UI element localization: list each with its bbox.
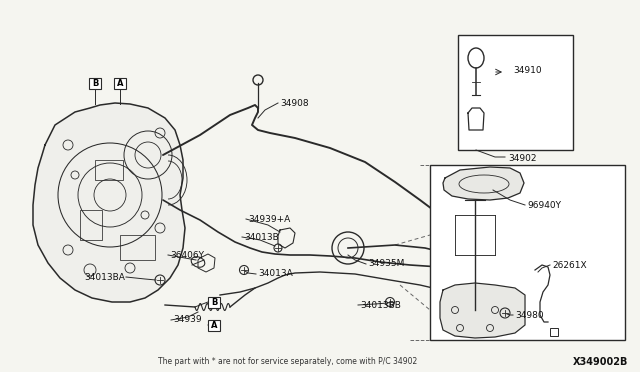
Bar: [89, 78, 101, 89]
Bar: [430, 165, 625, 340]
Polygon shape: [443, 167, 524, 200]
Bar: [458, 35, 573, 150]
Text: B: B: [92, 79, 98, 88]
Text: A: A: [116, 79, 124, 88]
Text: 34980: 34980: [515, 311, 543, 320]
Bar: [114, 78, 126, 89]
Bar: [208, 320, 220, 331]
Text: 34013BB: 34013BB: [360, 301, 401, 310]
Bar: [208, 297, 220, 308]
Polygon shape: [440, 283, 525, 338]
Text: 26261X: 26261X: [552, 260, 587, 269]
Text: 34910: 34910: [513, 65, 541, 74]
Polygon shape: [33, 103, 185, 302]
Text: 34935M: 34935M: [368, 260, 404, 269]
Text: 34013B: 34013B: [244, 232, 279, 241]
Text: The part with * are not for service separately, come with P/C 34902: The part with * are not for service sepa…: [158, 357, 417, 366]
Text: 96940Y: 96940Y: [527, 201, 561, 209]
Text: 34939: 34939: [173, 315, 202, 324]
Text: X349002B: X349002B: [573, 357, 628, 367]
Text: 34902: 34902: [508, 154, 536, 163]
Text: 34939+A: 34939+A: [248, 215, 291, 224]
Text: 34013BA: 34013BA: [84, 273, 125, 282]
Bar: [80, 210, 102, 240]
Text: 34013A: 34013A: [258, 269, 292, 279]
Bar: [550, 328, 558, 336]
Text: 34908: 34908: [280, 99, 308, 108]
Text: B: B: [211, 298, 217, 307]
Bar: [95, 160, 123, 180]
Text: 36406Y: 36406Y: [170, 250, 204, 260]
Text: A: A: [211, 321, 217, 330]
Bar: [120, 235, 155, 260]
